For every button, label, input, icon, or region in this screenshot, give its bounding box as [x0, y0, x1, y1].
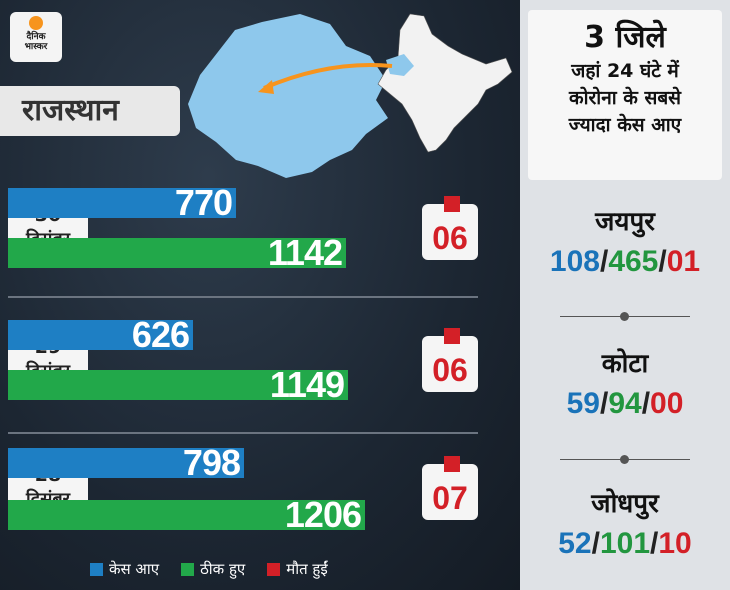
recovered-bar: 1206: [8, 497, 365, 533]
deaths-box: 06: [422, 328, 478, 392]
arrow-icon: [263, 62, 393, 90]
legend-item-cases: केस आए: [90, 559, 159, 579]
stat-deaths: 01: [666, 245, 701, 278]
district-stats: 108/465/01: [549, 245, 701, 278]
stat-cases: 59: [566, 387, 600, 420]
state-label: राजस्थान: [0, 86, 180, 136]
flag-icon: [444, 328, 460, 344]
row-divider: [8, 296, 478, 298]
title-line: जहां 24 घंटे में: [571, 60, 679, 82]
district-name: जयपुर: [595, 207, 655, 237]
legend-label: मौत हुईं: [286, 560, 328, 578]
stat-cases: 52: [558, 527, 592, 560]
panel-title: 3 जिले जहां 24 घंटे में कोरोना के सबसे ज…: [528, 10, 722, 180]
stat-recovered: 94: [608, 387, 642, 420]
recovered-bar: 1142: [8, 235, 346, 271]
india-map: [377, 13, 513, 153]
map-graphic: [188, 13, 513, 178]
deaths-value: 06: [432, 220, 468, 256]
title-line: ज्यादा केस आए: [568, 114, 682, 136]
district-name: कोटा: [601, 349, 649, 379]
legend-item-recovered: ठीक हुए: [181, 559, 245, 579]
district-stats: 52/101/10: [558, 527, 692, 560]
district-jodhpur: जोधपुर 52/101/10: [520, 484, 730, 564]
flag-icon: [444, 196, 460, 212]
separator-dot: [620, 455, 629, 464]
row-divider: [8, 432, 478, 434]
deaths-value: 07: [432, 480, 468, 516]
legend-item-deaths: मौत हुईं: [267, 559, 328, 579]
deaths-box: 06: [422, 196, 478, 260]
district-stats: 59/94/00: [566, 387, 684, 420]
district-kota: कोटा 59/94/00: [520, 344, 730, 424]
logo-text-2: भास्कर: [24, 42, 48, 52]
stat-recovered: 465: [608, 245, 659, 278]
cases-bar: 770: [8, 185, 236, 221]
legend-label: केस आए: [109, 560, 160, 578]
chart-panel: दैनिक भास्कर राजस्थान 30 दिसंबर 770 1142…: [0, 0, 520, 590]
rajasthan-highlight: [386, 54, 414, 76]
stat-deaths: 00: [650, 387, 684, 420]
flag-icon: [444, 456, 460, 472]
stat-recovered: 101: [599, 527, 651, 560]
legend-swatch: [267, 562, 281, 576]
title-line: कोरोना के सबसे: [568, 87, 682, 109]
deaths-value: 06: [432, 352, 468, 388]
legend-swatch: [90, 562, 103, 576]
district-panel: 3 जिले जहां 24 घंटे में कोरोना के सबसे ज…: [520, 0, 730, 590]
separator-dot: [620, 312, 629, 321]
logo-text-1: दैनिक: [26, 32, 46, 42]
stat-deaths: 10: [658, 527, 692, 560]
legend: केस आए ठीक हुए मौत हुईं: [90, 556, 490, 582]
district-name: जोधपुर: [591, 489, 659, 519]
title-big: 3 जिले: [584, 20, 666, 55]
district-jaipur: जयपुर 108/465/01: [520, 202, 730, 282]
cases-bar: 626: [8, 317, 193, 353]
recovered-bar: 1149: [8, 367, 348, 403]
legend-label: ठीक हुए: [200, 560, 246, 578]
cases-bar: 798: [8, 445, 244, 481]
stat-cases: 108: [549, 245, 600, 278]
legend-swatch: [181, 562, 195, 576]
rajasthan-map: [188, 14, 388, 178]
sun-icon: [29, 16, 43, 30]
deaths-box: 07: [422, 456, 478, 520]
logo: दैनिक भास्कर: [10, 12, 62, 62]
